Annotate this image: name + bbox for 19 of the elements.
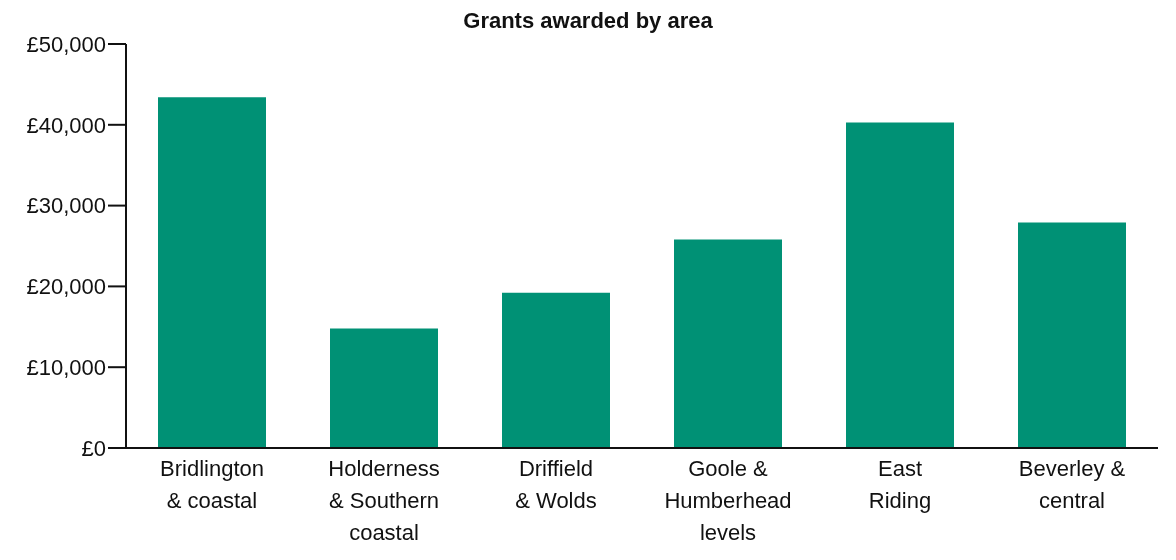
y-tick-label: £0 <box>81 435 106 461</box>
chart-title: Grants awarded by area <box>463 8 713 33</box>
y-tick-label: £50,000 <box>26 31 106 57</box>
bar <box>846 122 954 448</box>
y-tick-label: £30,000 <box>26 193 106 219</box>
x-tick-label: Holderness & Southern coastal <box>328 456 440 545</box>
x-tick-label: East Riding <box>868 456 932 513</box>
y-tick-label: £40,000 <box>26 112 106 138</box>
bar <box>158 97 266 448</box>
bar <box>674 239 782 448</box>
x-tick-label: Driffield & Wolds <box>515 456 597 513</box>
y-tick-label: £10,000 <box>26 355 106 381</box>
x-tick-label: Goole & Humberhead levels <box>664 456 792 545</box>
y-tick-label: £20,000 <box>26 274 106 300</box>
bar <box>1018 222 1126 448</box>
bar <box>330 328 438 448</box>
x-tick-label: Beverley & central <box>1018 456 1126 513</box>
x-tick-label: Bridlington & coastal <box>160 456 264 513</box>
bar <box>502 292 610 448</box>
